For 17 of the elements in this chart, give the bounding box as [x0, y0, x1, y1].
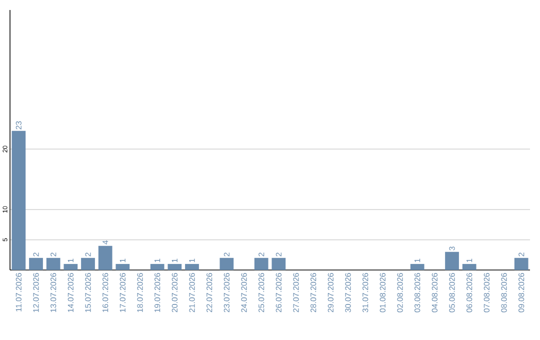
bar	[29, 258, 43, 270]
bar	[12, 130, 26, 270]
bar	[272, 258, 286, 270]
bar	[514, 258, 528, 270]
bar	[81, 258, 95, 270]
bar	[410, 264, 424, 270]
bar	[462, 264, 476, 270]
bar	[46, 258, 60, 270]
bar	[254, 258, 268, 270]
bar	[98, 246, 112, 270]
bar	[150, 264, 164, 270]
bar	[168, 264, 182, 270]
bar	[64, 264, 78, 270]
bar	[185, 264, 199, 270]
bar	[445, 252, 459, 270]
bar	[116, 264, 130, 270]
bar	[220, 258, 234, 270]
